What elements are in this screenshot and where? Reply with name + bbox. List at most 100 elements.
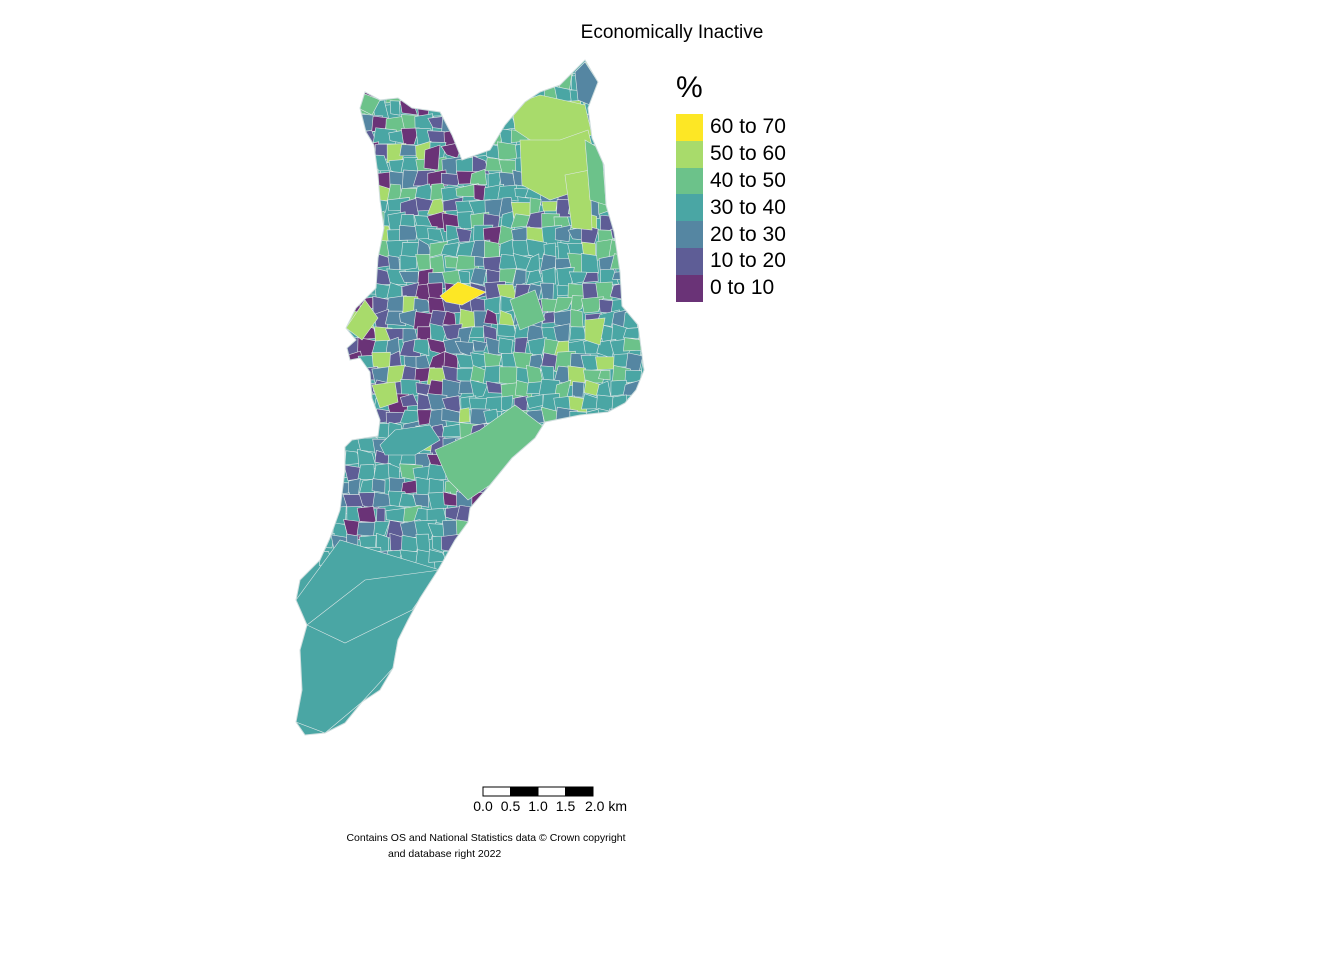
scale-tick-label: 1.0 bbox=[528, 798, 548, 814]
map-area bbox=[623, 490, 639, 510]
map-area bbox=[653, 241, 669, 255]
map-area bbox=[343, 226, 363, 247]
map-area bbox=[555, 492, 576, 512]
map-area bbox=[641, 395, 644, 409]
map-area bbox=[497, 477, 519, 498]
map-area bbox=[487, 547, 504, 569]
map-area bbox=[623, 225, 644, 244]
map-area bbox=[510, 521, 530, 538]
map-area bbox=[318, 425, 337, 441]
map-area bbox=[527, 337, 547, 356]
map-area bbox=[568, 505, 591, 525]
map-area bbox=[651, 508, 664, 526]
map-area bbox=[485, 113, 502, 134]
map-area bbox=[301, 478, 322, 492]
map-area bbox=[597, 408, 618, 428]
map-area bbox=[622, 327, 644, 339]
legend-item: 50 to 60 bbox=[676, 140, 786, 168]
map-area bbox=[622, 215, 644, 231]
map-area bbox=[622, 438, 644, 453]
map-area bbox=[653, 312, 668, 328]
map-area bbox=[564, 169, 593, 231]
map-area bbox=[638, 491, 644, 514]
map-area bbox=[482, 521, 508, 541]
map-area bbox=[622, 547, 643, 561]
map-area bbox=[318, 524, 332, 537]
map-area bbox=[553, 425, 576, 443]
map-area bbox=[639, 518, 644, 536]
map-area bbox=[296, 547, 310, 565]
map-area bbox=[400, 73, 419, 91]
map-area bbox=[315, 352, 334, 369]
map-area bbox=[623, 71, 644, 89]
map-area bbox=[540, 505, 558, 522]
map-area bbox=[514, 60, 534, 79]
map-area bbox=[652, 384, 674, 400]
map-area bbox=[301, 226, 324, 243]
map-area bbox=[371, 478, 386, 494]
map-area bbox=[305, 465, 321, 478]
map-area bbox=[566, 421, 585, 445]
map-area bbox=[317, 365, 337, 388]
map-area bbox=[638, 424, 644, 439]
map-area bbox=[540, 493, 565, 514]
map-area bbox=[625, 464, 641, 480]
map-area bbox=[652, 521, 665, 536]
map-area bbox=[613, 169, 630, 193]
map-area bbox=[594, 85, 610, 107]
map-area bbox=[653, 464, 670, 485]
map-area bbox=[598, 369, 611, 381]
map-area bbox=[372, 71, 390, 88]
legend-item: 10 to 20 bbox=[676, 247, 786, 275]
map-area bbox=[611, 523, 625, 540]
legend-item: 20 to 30 bbox=[676, 221, 786, 248]
map-area bbox=[610, 462, 628, 485]
map-area bbox=[357, 464, 376, 480]
map-area bbox=[570, 295, 584, 315]
legend-swatch bbox=[676, 114, 703, 141]
map-area bbox=[597, 532, 618, 556]
map-area bbox=[514, 187, 530, 199]
map-area bbox=[296, 438, 306, 455]
map-area bbox=[552, 546, 574, 565]
map-area bbox=[399, 99, 418, 116]
map-area bbox=[651, 257, 671, 272]
map-area bbox=[611, 394, 628, 415]
scale-bar-graphic bbox=[482, 786, 594, 797]
map-area bbox=[329, 86, 347, 105]
map-area bbox=[609, 407, 635, 429]
map-area bbox=[498, 366, 519, 386]
map-area bbox=[296, 141, 303, 158]
map-area bbox=[612, 506, 627, 525]
map-area bbox=[302, 71, 323, 91]
map-area bbox=[344, 70, 364, 91]
map-area bbox=[637, 225, 644, 243]
map-area bbox=[302, 522, 326, 537]
map-area bbox=[598, 505, 616, 528]
map-area bbox=[371, 381, 399, 409]
map-area bbox=[399, 224, 419, 241]
map-area bbox=[499, 268, 517, 284]
map-area bbox=[651, 450, 670, 468]
map-area bbox=[655, 58, 670, 78]
map-area bbox=[526, 504, 545, 524]
map-area bbox=[624, 60, 644, 76]
map-area bbox=[296, 464, 306, 484]
map-area bbox=[540, 519, 556, 542]
map-area bbox=[595, 439, 616, 453]
map-area bbox=[627, 182, 644, 201]
map-area bbox=[331, 74, 348, 92]
map-area bbox=[303, 392, 326, 416]
map-area bbox=[556, 522, 573, 543]
map-area bbox=[457, 549, 474, 565]
map-area bbox=[389, 100, 401, 116]
map-area bbox=[554, 504, 576, 528]
map-area bbox=[301, 239, 316, 259]
map-area bbox=[653, 169, 668, 190]
map-area bbox=[346, 197, 367, 215]
map-area bbox=[553, 296, 574, 314]
legend-items: 60 to 70 50 to 60 40 to 50 30 to 40 20 to 30… bbox=[676, 114, 786, 302]
map-area bbox=[300, 285, 326, 298]
map-area bbox=[317, 128, 337, 148]
map-area bbox=[484, 101, 506, 119]
